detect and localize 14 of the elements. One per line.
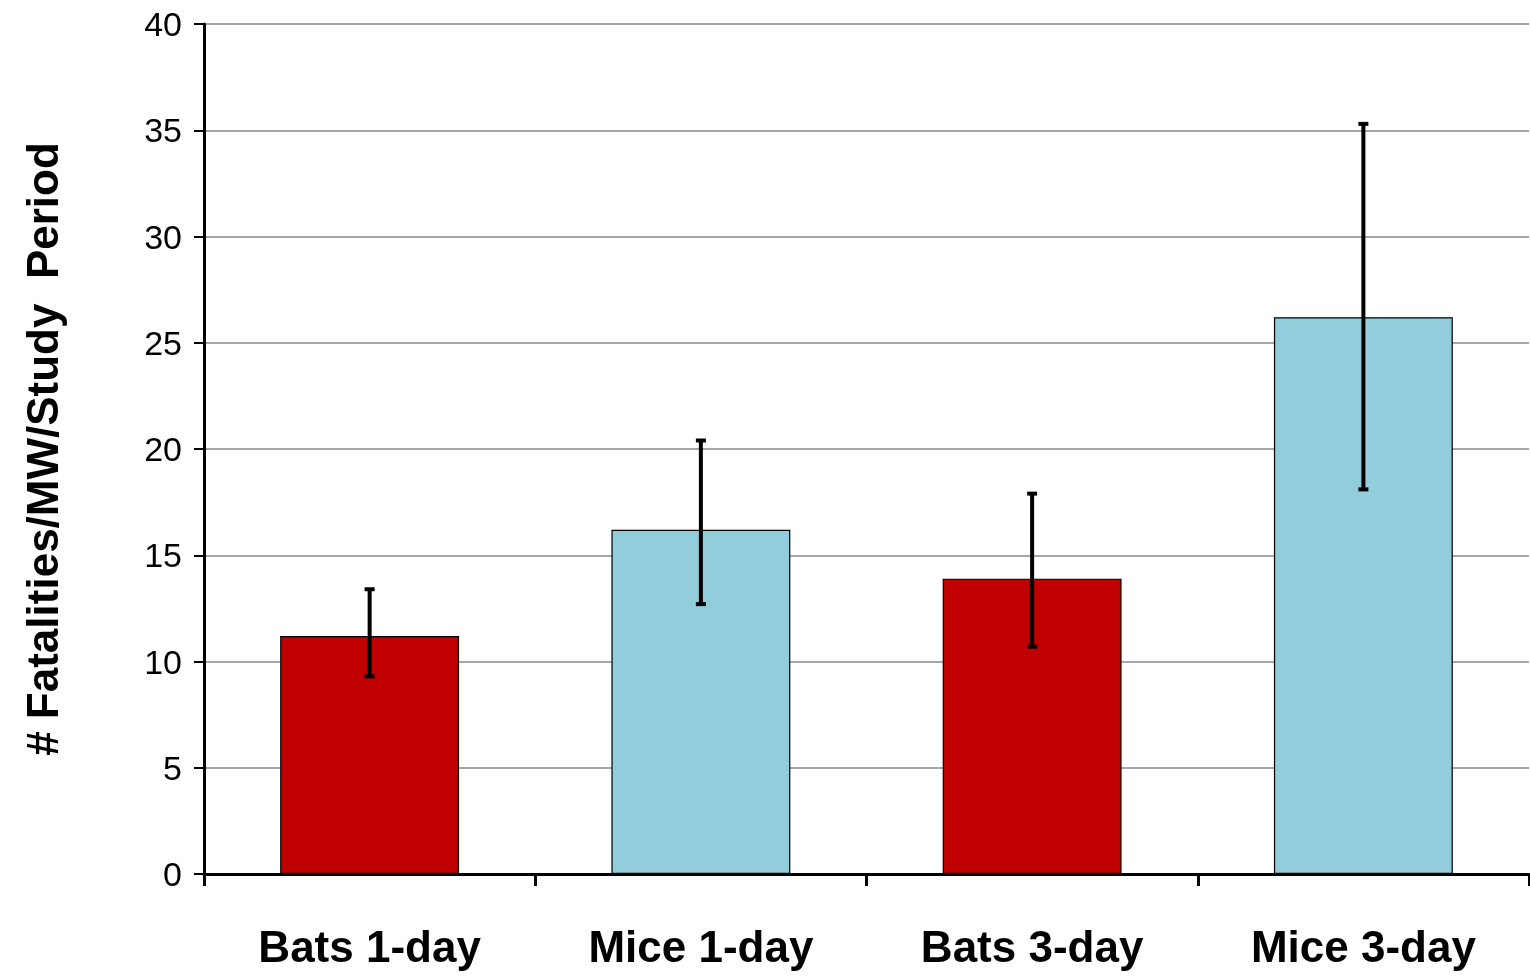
y-tick-label: 25 — [144, 323, 182, 362]
y-tick-label: 35 — [144, 111, 182, 150]
x-tick-label: Mice 3-day — [1250, 921, 1477, 971]
y-tick-label: 40 — [144, 5, 182, 43]
y-tick-label: 5 — [163, 748, 182, 787]
y-tick-label: 30 — [144, 217, 182, 256]
x-tick-label: Bats 3-day — [920, 921, 1144, 971]
x-tick-label: Mice 1-day — [588, 921, 814, 971]
y-tick-label: 20 — [144, 430, 182, 468]
y-tick-label: 10 — [144, 642, 182, 681]
x-tick-label: Bats 1-day — [258, 921, 482, 971]
y-tick-label: 0 — [163, 855, 182, 893]
y-tick-label: 15 — [144, 536, 182, 575]
y-axis-title: # Fatalities/MW/Study Period — [17, 142, 67, 756]
